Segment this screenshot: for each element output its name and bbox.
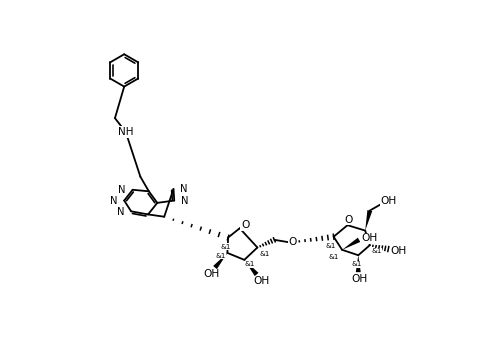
Polygon shape — [356, 255, 361, 272]
Text: &1: &1 — [372, 248, 382, 255]
Text: OH: OH — [390, 246, 406, 256]
Text: &1: &1 — [260, 251, 270, 258]
Text: OH: OH — [204, 270, 220, 280]
Text: OH: OH — [361, 233, 377, 243]
Polygon shape — [213, 253, 227, 269]
Text: N: N — [118, 185, 126, 195]
Text: N: N — [181, 184, 188, 194]
Text: &1: &1 — [352, 261, 362, 268]
Text: O: O — [289, 237, 297, 247]
Text: N: N — [118, 207, 125, 217]
Text: OH: OH — [380, 196, 396, 206]
Text: N: N — [110, 196, 117, 205]
Text: &1: &1 — [325, 243, 336, 249]
Text: OH: OH — [253, 276, 270, 286]
Text: OH: OH — [351, 274, 367, 284]
Text: &1: &1 — [366, 235, 377, 241]
Text: O: O — [345, 215, 353, 225]
Text: &1: &1 — [215, 253, 226, 259]
Text: &1: &1 — [328, 254, 339, 260]
Text: O: O — [241, 220, 249, 230]
Polygon shape — [342, 238, 360, 250]
Text: NH: NH — [118, 127, 133, 137]
Text: &1: &1 — [221, 244, 231, 250]
Polygon shape — [244, 260, 259, 276]
Text: N: N — [181, 196, 189, 205]
Text: &1: &1 — [244, 261, 255, 268]
Polygon shape — [365, 210, 372, 230]
